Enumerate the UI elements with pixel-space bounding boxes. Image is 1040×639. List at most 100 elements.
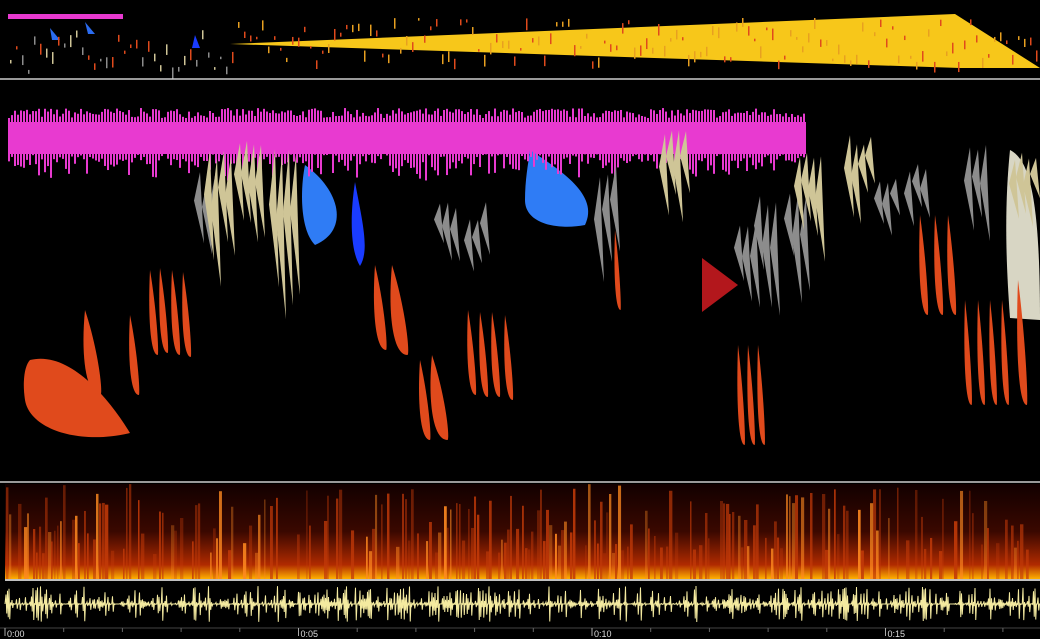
pink-spike [641,115,643,162]
overview-mark [838,44,840,55]
spectrogram-stripe [789,496,791,579]
overview-mark [748,26,750,36]
overview-mark [868,60,870,68]
spectrogram-stripe [9,514,12,579]
orange-shape [479,312,489,397]
pink-spike [185,117,187,162]
spectrogram-stripe [648,528,650,579]
overview-mark [298,37,300,47]
overview-mark [118,34,120,42]
pink-spike [218,116,220,162]
spectrogram-stripe [129,484,132,579]
pink-spike [263,108,265,160]
overview-mark [1030,37,1032,46]
shard [276,153,286,320]
spectrogram-stripe [777,537,780,579]
spectrogram-stripe [444,506,447,579]
pink-spike [356,109,358,178]
spectrogram-stripe [654,535,656,579]
pink-spike [395,113,397,169]
pink-spike [557,109,559,175]
spectrogram-stripe [78,543,80,579]
spectrogram-stripe [540,489,542,579]
pink-spike [599,117,601,161]
spectrogram-stripe [339,489,343,579]
pink-spike [707,109,709,171]
spectrogram-stripe [705,513,708,579]
pink-spike [638,114,640,160]
overview-mark [1036,50,1038,62]
overview-blue [192,35,200,48]
spectrogram-stripe [801,497,805,579]
spectrogram-stripe [51,541,53,579]
pink-spike [665,111,667,163]
pink-spike [800,116,802,157]
pink-spike [98,114,100,162]
spectrogram-stripe [477,514,480,579]
pink-spike [239,115,241,160]
pink-spike [719,116,721,155]
spectrogram-stripe [351,530,355,579]
pink-spike [587,113,589,164]
pink-spike [281,111,283,166]
pink-spike [746,110,748,172]
overview-mark [922,51,924,62]
overview-mark [784,55,786,60]
pink-spike [194,116,196,166]
pink-spike [338,115,340,163]
overview-blue [85,22,95,34]
pink-spike [173,111,175,160]
overview-mark [88,55,90,60]
overview-mark [340,32,342,37]
spectrogram-stripe [474,496,477,579]
shard [610,164,620,252]
overview-mark [256,36,258,40]
pink-spike [491,116,493,157]
pink-spike [728,109,730,175]
spectrogram-stripe [744,519,748,579]
spectrogram-stripe [75,515,78,579]
spectrogram-stripe [459,504,461,579]
pink-spike [311,108,313,172]
spectrogram-stripe [609,493,612,579]
spectrogram-stripe [594,520,596,579]
pink-spike [755,108,757,170]
pink-spike [314,108,316,155]
pink-spike [548,109,550,157]
overview-mark [52,52,54,64]
pink-spike [182,116,184,160]
spectrogram-stripe [306,490,308,579]
overview-mark [754,38,756,42]
spectrogram-stripe [498,552,501,579]
shard [920,168,930,218]
spectrogram-stripe [915,489,918,579]
pink-spike [596,117,598,155]
spectrogram-stripe [660,547,663,579]
spectrogram-stripe [396,546,400,579]
spectrogram-stripe [468,508,470,579]
shard [858,144,868,193]
spectrogram-stripe [723,503,726,579]
pink-spike [155,109,157,178]
spectrogram-stripe [522,505,524,579]
pink-spike [677,109,679,162]
pink-spike [425,108,427,181]
pink-spike [803,113,805,158]
spectrogram-stripe [180,517,184,579]
spectrogram-stripe [417,533,419,579]
pink-spike [407,113,409,163]
overview-mark [544,55,546,67]
spectrogram-stripe [846,510,849,579]
pink-spike [383,117,385,155]
overview-mark [466,19,468,23]
overview-mark [676,29,678,40]
overview-mark [802,46,804,53]
pink-spike [329,117,331,155]
pink-spike [443,110,445,157]
overview-mark [304,26,306,33]
overview-mark [136,39,138,49]
pink-spike [701,110,703,162]
pink-spike [95,114,97,161]
overview-mark [460,19,462,26]
pink-spike [647,117,649,161]
